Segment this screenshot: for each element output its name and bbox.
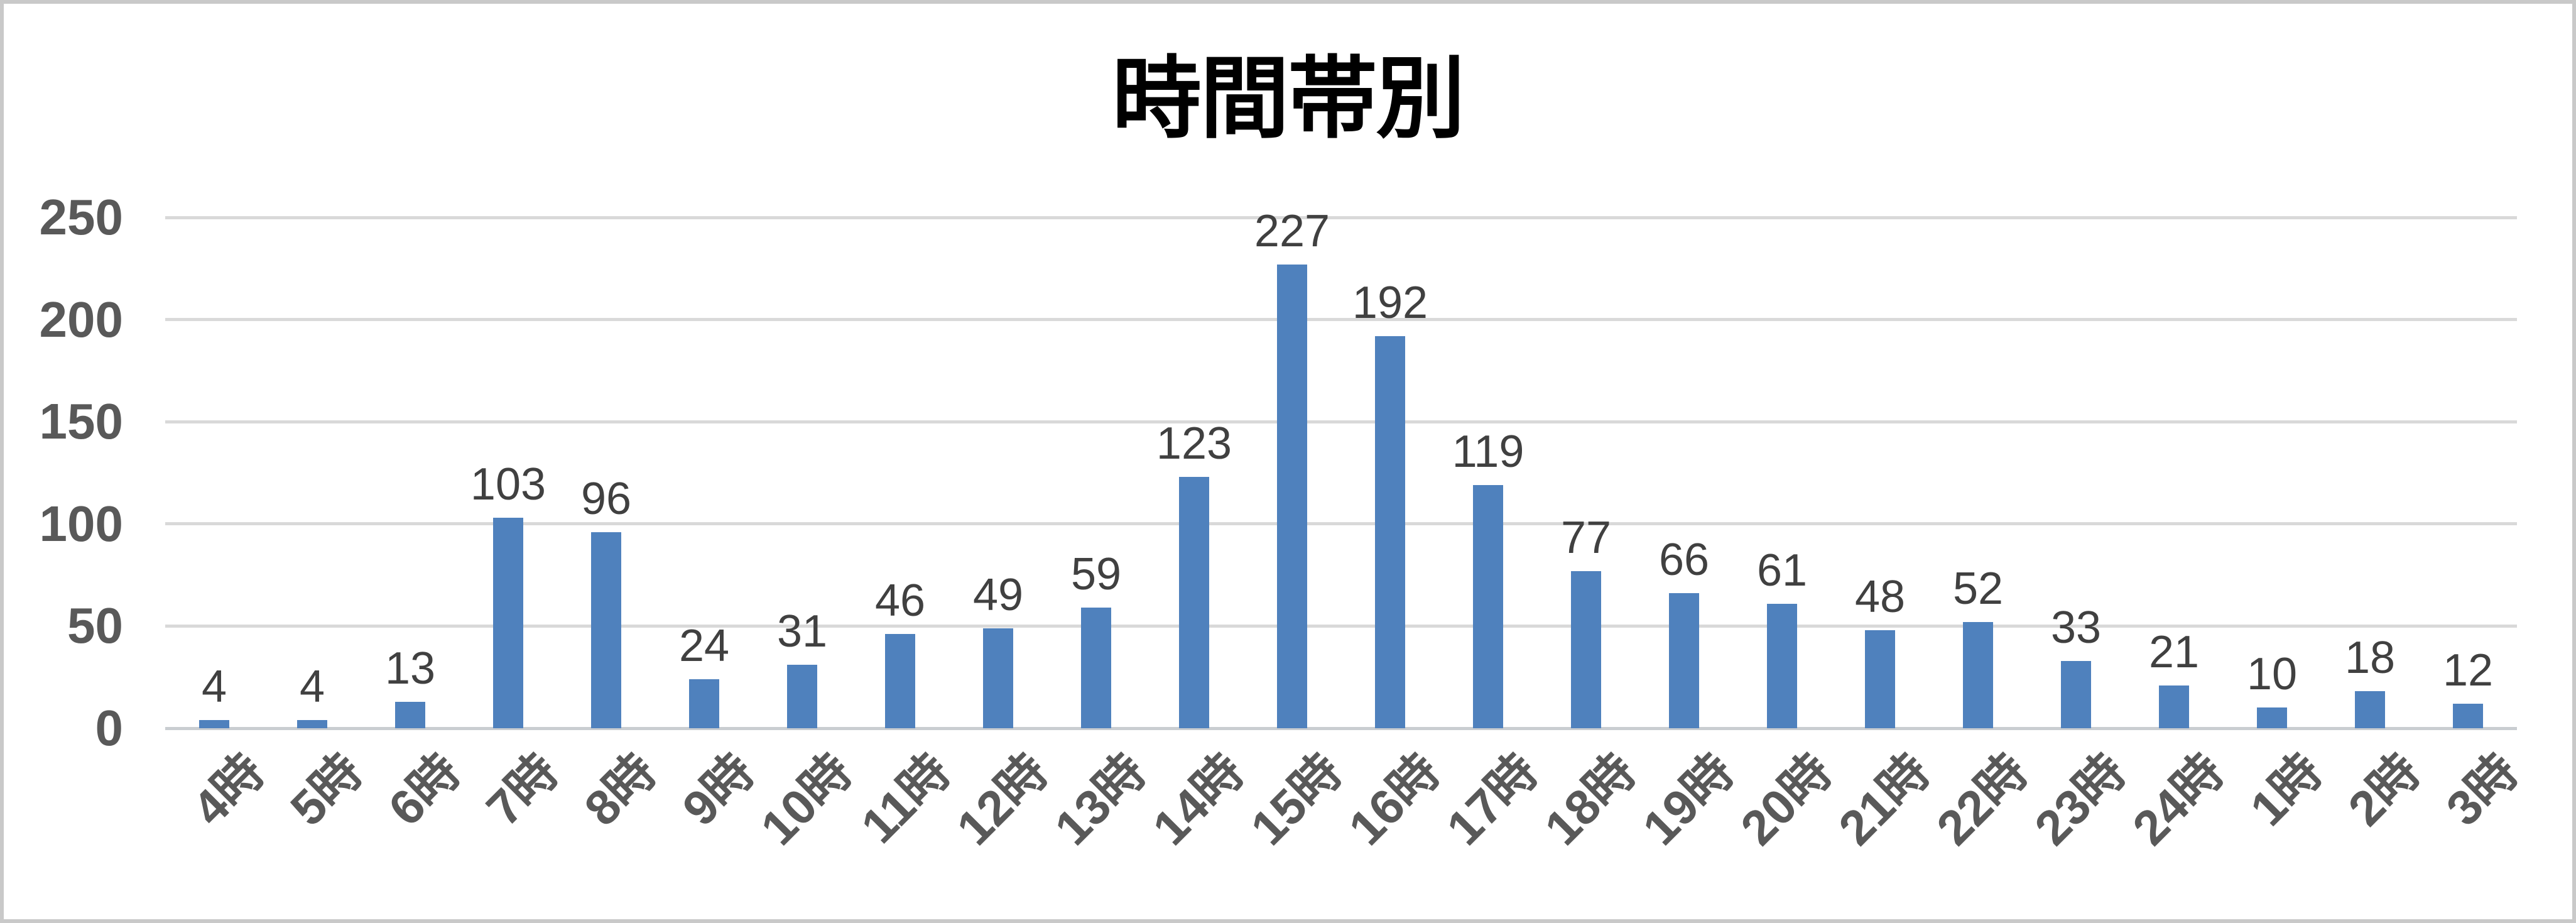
gridline-100 <box>165 522 2517 525</box>
bar-10時 <box>787 665 817 728</box>
x-tick-label: 24時 <box>2122 743 2235 856</box>
x-tick-label: 18時 <box>1534 743 1647 856</box>
x-tick-label: 4時 <box>182 743 275 836</box>
x-tick-label: 20時 <box>1730 743 1843 856</box>
bar-23時 <box>2061 661 2091 728</box>
bar-value-label: 103 <box>470 459 546 510</box>
x-tick-label: 8時 <box>573 743 667 836</box>
bar-21時 <box>1865 630 1895 728</box>
gridline-150 <box>165 420 2517 423</box>
x-tick-label: 7時 <box>476 743 569 836</box>
bar-value-label: 4 <box>201 662 227 712</box>
bar-value-label: 21 <box>2148 627 2200 677</box>
bar-13時 <box>1081 608 1111 728</box>
gridline-50 <box>165 625 2517 628</box>
bar-1時 <box>2257 707 2287 728</box>
bar-6時 <box>395 702 425 728</box>
bar-12時 <box>983 628 1013 728</box>
gridline-250 <box>165 216 2517 219</box>
bar-value-label: 13 <box>384 643 436 694</box>
bar-7時 <box>493 518 523 728</box>
bar-2時 <box>2355 691 2385 728</box>
y-tick-label: 200 <box>39 292 123 347</box>
bar-value-label: 10 <box>2246 649 2298 699</box>
bar-15時 <box>1277 265 1307 728</box>
bar-value-label: 33 <box>2050 603 2102 653</box>
bar-20時 <box>1767 604 1797 728</box>
x-tick-label: 11時 <box>850 743 961 854</box>
bar-14時 <box>1179 477 1209 728</box>
x-tick-label: 1時 <box>2239 743 2333 836</box>
bar-8時 <box>591 532 621 728</box>
gridline-0 <box>165 727 2517 730</box>
x-tick-label: 5時 <box>280 743 373 836</box>
y-tick-label: 150 <box>39 393 123 449</box>
bar-value-label: 61 <box>1756 545 1808 596</box>
x-tick-label: 2時 <box>2337 743 2431 836</box>
bar-value-label: 192 <box>1352 278 1428 328</box>
x-tick-label: 10時 <box>750 743 863 856</box>
y-tick-label: 100 <box>39 496 123 552</box>
x-tick-label: 13時 <box>1044 743 1157 856</box>
x-tick-label: 15時 <box>1240 743 1353 856</box>
bar-value-label: 12 <box>2442 645 2494 696</box>
bar-19時 <box>1669 593 1699 728</box>
x-tick-label: 6時 <box>378 743 471 836</box>
y-tick-label: 0 <box>95 700 124 756</box>
bar-value-label: 31 <box>776 606 828 657</box>
bar-18時 <box>1571 571 1601 728</box>
bar-value-label: 66 <box>1658 535 1710 585</box>
bar-22時 <box>1963 622 1993 728</box>
bar-value-label: 123 <box>1156 418 1232 469</box>
x-tick-label: 17時 <box>1436 743 1549 856</box>
x-tick-label: 21時 <box>1828 743 1941 856</box>
bar-value-label: 52 <box>1952 564 2004 614</box>
bar-value-label: 46 <box>874 576 926 626</box>
bar-5時 <box>297 720 327 728</box>
bar-value-label: 119 <box>1452 427 1524 477</box>
bar-value-label: 49 <box>972 570 1024 620</box>
bar-3時 <box>2453 704 2483 728</box>
bar-value-label: 24 <box>678 621 730 671</box>
bar-4時 <box>199 720 229 728</box>
y-tick-label: 50 <box>67 598 123 653</box>
bar-value-label: 4 <box>299 662 325 712</box>
x-tick-label: 19時 <box>1632 743 1745 856</box>
bar-value-label: 96 <box>580 474 632 524</box>
bar-value-label: 48 <box>1854 572 1906 622</box>
x-tick-label: 14時 <box>1142 743 1255 856</box>
x-tick-label: 22時 <box>1926 743 2039 856</box>
bar-9時 <box>689 679 719 728</box>
bar-value-label: 77 <box>1560 513 1612 563</box>
chart-title: 時間帯別 <box>1112 49 1465 149</box>
y-tick-label: 250 <box>39 189 123 245</box>
bar-value-label: 59 <box>1070 549 1122 599</box>
bar-value-label: 227 <box>1254 206 1330 256</box>
bar-16時 <box>1375 336 1405 728</box>
x-tick-label: 3時 <box>2435 743 2529 836</box>
x-tick-label: 23時 <box>2024 743 2137 856</box>
x-tick-label: 12時 <box>946 743 1059 856</box>
gridline-200 <box>165 318 2517 321</box>
bar-17時 <box>1473 485 1503 728</box>
x-tick-label: 16時 <box>1338 743 1451 856</box>
bar-24時 <box>2159 685 2189 728</box>
bar-11時 <box>885 634 915 728</box>
bar-value-label: 18 <box>2344 633 2396 683</box>
x-tick-label: 9時 <box>671 743 765 836</box>
